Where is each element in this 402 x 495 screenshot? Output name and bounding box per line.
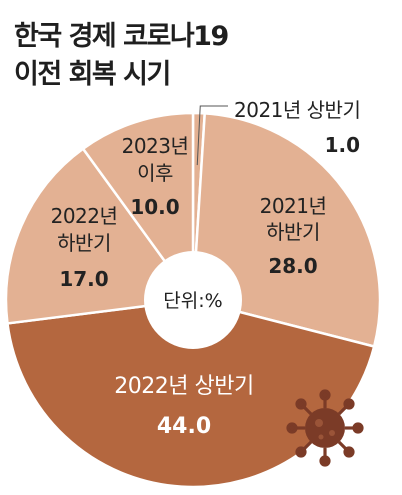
virus-icon: [286, 389, 364, 467]
slice-value-1: 28.0: [268, 254, 317, 278]
slice-name-1-line-0: 2021년: [260, 194, 327, 218]
slice-value-2: 44.0: [157, 414, 211, 439]
slice-name-4-line-0: 2023년: [122, 134, 189, 158]
donut-hole: [144, 251, 242, 349]
slice-name-3-line-0: 2022년: [51, 204, 118, 228]
chart-title-line-2: 이전 회복 시기: [14, 59, 171, 90]
pie-slice-4: [81, 111, 195, 302]
pie-slice-3: [4, 147, 195, 325]
leader-line-group: [196, 105, 228, 166]
slice-value-3: 17.0: [59, 267, 108, 291]
slice-name-0-line-0: 2021년 상반기: [234, 98, 360, 122]
center-unit-label: 단위:%: [163, 290, 222, 312]
leader-line-2021-h1: [196, 105, 228, 166]
chart-title-line-1: 한국 경제 코로나19: [14, 21, 229, 52]
slice-name-1-line-1: 하반기: [266, 220, 320, 244]
slice-name-3-line-1: 하반기: [57, 231, 111, 255]
slice-name-2-line-0: 2022년 상반기: [114, 374, 253, 399]
slice-name-4-line-1: 이후: [137, 161, 173, 185]
slice-value-0: 1.0: [325, 133, 360, 157]
slice-value-4: 10.0: [130, 195, 179, 219]
